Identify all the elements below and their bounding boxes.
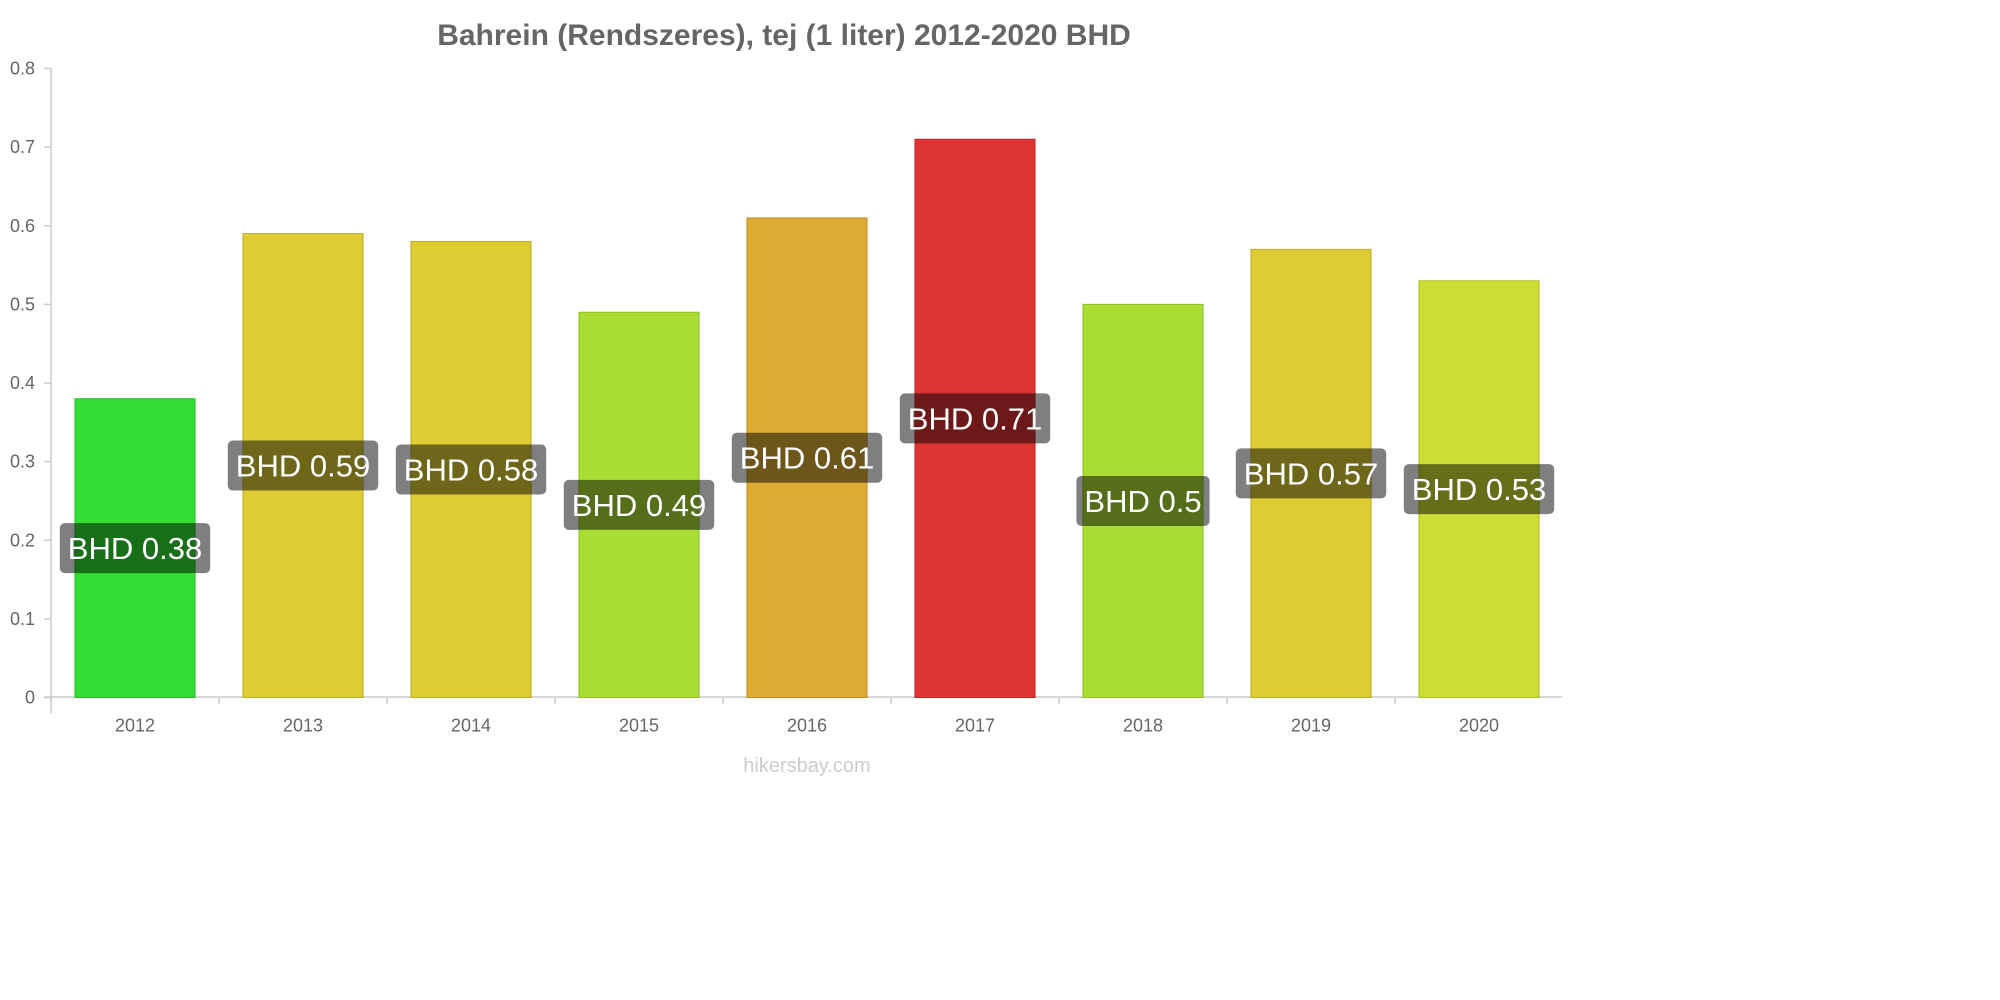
y-tick-label: 0 (25, 688, 35, 708)
x-tick-label: 2019 (1291, 716, 1331, 736)
y-axis-ticks: 0 0.1 0.2 0.3 0.4 0.5 0.6 0.7 0.8 (10, 59, 51, 708)
data-labels-group: BHD 0.38 BHD 0.59 BHD 0.58 BHD 0.49 BHD 0.61… (59, 393, 1555, 574)
y-tick-label: 0.7 (10, 137, 35, 157)
x-tick-label: 2020 (1459, 716, 1499, 736)
x-tick-label: 2017 (955, 716, 995, 736)
data-label-2018: BHD 0.5 (1076, 475, 1210, 526)
data-label-text: BHD 0.57 (1244, 456, 1378, 491)
data-label-text: BHD 0.71 (908, 401, 1042, 436)
y-tick-label: 0.6 (10, 216, 35, 236)
data-label-bg (1076, 475, 1210, 526)
y-tick-label: 0.3 (10, 452, 35, 472)
x-tick-label: 2016 (787, 716, 827, 736)
data-label-bg (395, 444, 547, 495)
data-label-text: BHD 0.5 (1084, 484, 1201, 519)
y-tick-label: 0.2 (10, 530, 35, 550)
data-label-text: BHD 0.59 (236, 449, 370, 484)
x-tick-label: 2014 (451, 716, 491, 736)
data-label-text: BHD 0.61 (740, 441, 874, 476)
data-label-2016: BHD 0.61 (731, 432, 883, 483)
data-label-2013: BHD 0.59 (227, 440, 379, 491)
watermark: hikersbay.com (743, 755, 870, 777)
data-label-text: BHD 0.49 (572, 488, 706, 523)
data-label-2012: BHD 0.38 (59, 523, 211, 574)
data-label-2017: BHD 0.71 (899, 393, 1051, 444)
data-label-bg (227, 440, 379, 491)
x-tick-label: 2018 (1123, 716, 1163, 736)
bar-chart: Bahrein (Rendszeres), tej (1 liter) 2012… (10, 19, 1562, 777)
data-label-bg (731, 432, 883, 483)
data-label-2015: BHD 0.49 (563, 479, 715, 530)
data-label-bg (59, 523, 211, 574)
data-label-bg (1235, 448, 1387, 499)
data-label-text: BHD 0.38 (68, 531, 202, 566)
x-tick-label: 2015 (619, 716, 659, 736)
x-tick-label: 2012 (115, 716, 155, 736)
data-label-2019: BHD 0.57 (1235, 448, 1387, 499)
y-tick-label: 0.5 (10, 294, 35, 314)
bars-group (74, 138, 1540, 699)
data-label-bg (1403, 464, 1555, 515)
y-tick-label: 0.4 (10, 373, 35, 393)
data-label-2020: BHD 0.53 (1403, 464, 1555, 515)
x-axis-ticks: 2012 2013 2014 2015 2016 2017 2018 2019 2020 (50, 697, 1499, 736)
data-label-2014: BHD 0.58 (395, 444, 547, 495)
data-label-bg (899, 393, 1051, 444)
data-label-text: BHD 0.58 (404, 452, 538, 487)
y-tick-label: 0.1 (10, 609, 35, 629)
x-tick-label: 2013 (283, 716, 323, 736)
y-tick-label: 0.8 (10, 59, 35, 79)
data-label-bg (563, 479, 715, 530)
chart-title: Bahrein (Rendszeres), tej (1 liter) 2012… (437, 19, 1131, 52)
data-label-text: BHD 0.53 (1412, 472, 1546, 507)
